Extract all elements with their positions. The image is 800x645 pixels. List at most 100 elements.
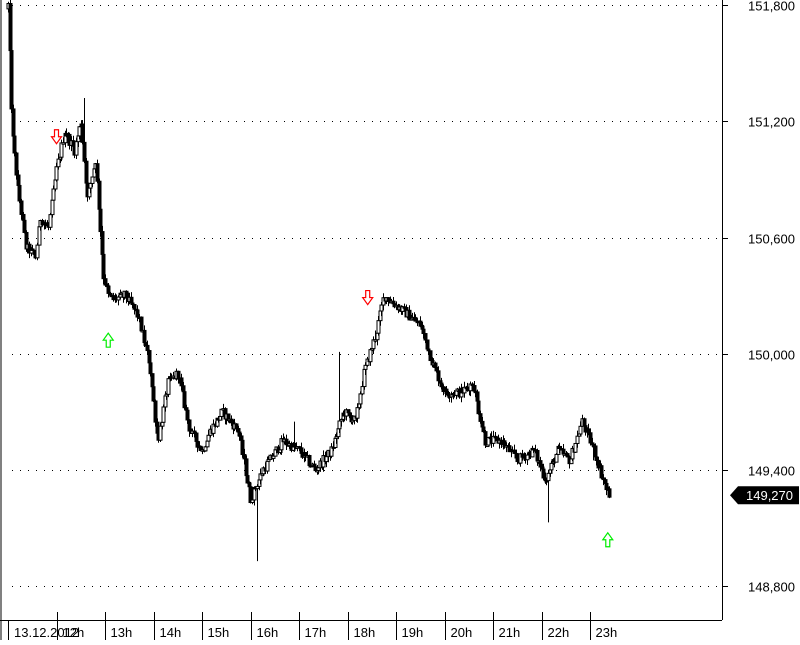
candle-body: [588, 432, 593, 444]
candle-body: [599, 465, 604, 479]
y-tick-label: 150,000: [748, 348, 795, 363]
candle-body: [376, 320, 381, 334]
candle-body: [166, 378, 171, 395]
candle-body: [82, 141, 87, 162]
sell-arrow-icon: [50, 129, 63, 145]
candle-body: [148, 362, 153, 375]
y-tick-label: 150,600: [748, 232, 795, 247]
candle-body: [145, 344, 150, 352]
candle-body: [95, 163, 100, 182]
candle-body: [100, 231, 105, 255]
candle-body: [512, 449, 517, 454]
candle-body: [229, 418, 234, 424]
candle-body: [358, 393, 363, 405]
candles: [6, 0, 612, 562]
candle: [48, 212, 53, 231]
x-tick-label: 17h: [305, 625, 327, 640]
candle: [476, 400, 481, 415]
candle-body: [185, 409, 190, 421]
candle-body: [56, 158, 61, 168]
candle: [607, 486, 612, 499]
candle-body: [242, 454, 247, 460]
candle-body: [179, 377, 184, 387]
candle-body: [541, 468, 546, 479]
candle-body: [206, 434, 211, 442]
last-price-tag: 149,270: [730, 486, 799, 505]
candle-body: [549, 462, 554, 471]
x-tick-label: 15h: [208, 625, 230, 640]
candle-body: [368, 349, 373, 363]
candle-body: [240, 439, 245, 456]
candle-body: [17, 184, 22, 202]
candle-body: [265, 460, 270, 472]
candle-body: [418, 320, 423, 327]
candle-body: [413, 317, 418, 322]
candle-body: [586, 428, 591, 434]
x-tick-label: 18h: [354, 625, 376, 640]
candle: [599, 463, 604, 480]
candle-body: [8, 2, 13, 52]
signal-arrows: [50, 129, 614, 548]
y-tick-label: 149,400: [748, 464, 795, 479]
candle-body: [476, 400, 481, 415]
candle-body: [187, 419, 192, 432]
candle: [428, 350, 433, 362]
candle-body: [132, 304, 137, 310]
buy-arrow-icon: [601, 531, 614, 548]
candle-body: [607, 488, 612, 498]
candle-body: [51, 188, 56, 201]
candle-body: [337, 420, 342, 430]
buy-arrow-icon: [102, 332, 115, 348]
candle-body: [538, 460, 543, 468]
candle-body: [54, 166, 59, 181]
candle-body: [425, 339, 430, 350]
last-price-label: 149,270: [746, 488, 793, 503]
candle-body: [161, 406, 166, 423]
x-tick-label: 13h: [111, 625, 133, 640]
candle-body: [481, 426, 486, 433]
candle-body: [360, 386, 365, 395]
candle-body: [444, 388, 449, 394]
candle-body: [421, 328, 426, 335]
candle-body: [135, 309, 140, 318]
candle-body: [84, 160, 89, 184]
candle-body: [573, 442, 578, 453]
candle-body: [439, 382, 444, 388]
candle-body: [158, 425, 163, 441]
candle-body: [9, 50, 14, 110]
candle-body: [101, 253, 106, 280]
x-tick-label: 21h: [499, 625, 521, 640]
candle-body: [80, 123, 85, 143]
x-tick-label: 14h: [160, 625, 182, 640]
candle-body: [22, 219, 27, 233]
x-tick-label: 19h: [402, 625, 424, 640]
candle-body: [478, 413, 483, 422]
candle-body: [50, 199, 55, 216]
candle-body: [153, 400, 158, 423]
candle-body: [363, 364, 368, 370]
candle-body: [434, 366, 439, 372]
candle-body: [98, 208, 103, 233]
candle: [11, 104, 16, 139]
candle-body: [205, 440, 210, 448]
candle: [573, 442, 578, 454]
candle-body: [379, 304, 384, 312]
candle-body: [59, 142, 64, 158]
x-tick-label: 23h: [596, 625, 618, 640]
candle-body: [160, 421, 165, 427]
candle-body: [428, 350, 433, 362]
candle-body: [90, 176, 95, 184]
candle-body: [12, 135, 17, 154]
candle: [80, 120, 85, 145]
y-tick-label: 151,800: [748, 0, 795, 14]
candle-body: [14, 152, 19, 176]
candle-body: [578, 425, 583, 435]
candle-body: [88, 182, 93, 189]
candle: [22, 219, 27, 234]
candle-body: [355, 407, 360, 419]
candle-body: [194, 432, 199, 442]
